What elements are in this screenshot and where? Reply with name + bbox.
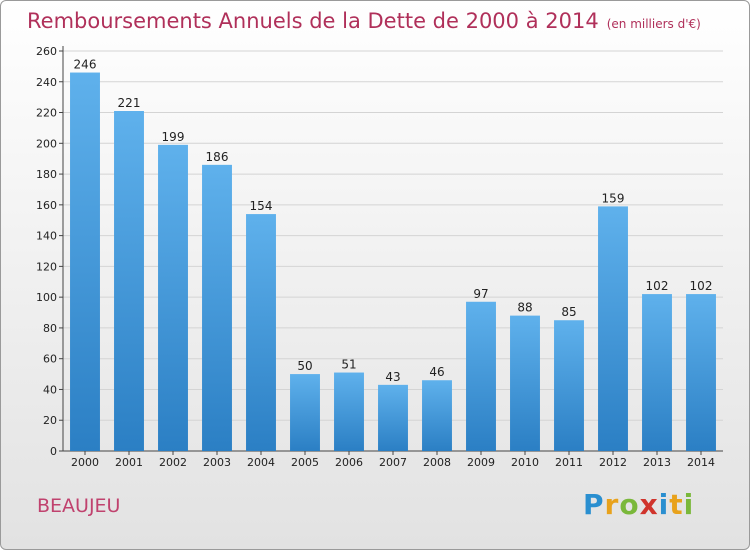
logo-letter: i <box>658 488 670 521</box>
y-tick-label: 40 <box>43 383 57 396</box>
y-tick-label: 140 <box>36 230 57 243</box>
bar[interactable] <box>290 374 320 451</box>
proxiti-logo[interactable]: Proxiti <box>583 488 694 521</box>
x-tick-label: 2009 <box>467 456 495 469</box>
data-label: 43 <box>385 370 400 384</box>
x-tick-label: 2014 <box>687 456 715 469</box>
bar[interactable] <box>466 301 496 451</box>
chart-title-text: Remboursements Annuels de la Dette de 20… <box>27 9 599 33</box>
bar[interactable] <box>334 372 364 451</box>
bar[interactable] <box>642 294 672 451</box>
data-label: 85 <box>561 305 576 319</box>
data-label: 102 <box>690 279 713 293</box>
y-tick-label: 20 <box>43 414 57 427</box>
y-tick-label: 260 <box>36 45 57 58</box>
bar[interactable] <box>202 164 232 451</box>
logo-letter: t <box>669 488 684 521</box>
x-tick-label: 2006 <box>335 456 363 469</box>
bar[interactable] <box>70 72 100 452</box>
logo-letter: r <box>604 488 620 521</box>
data-labels: 246 221 199 186 154 50 51 43 46 97 88 85 159 102 102 <box>74 58 713 384</box>
bar[interactable] <box>598 206 628 451</box>
data-label: 186 <box>206 150 229 164</box>
logo-letter: x <box>639 488 659 521</box>
x-tick-label: 2001 <box>115 456 143 469</box>
x-tick-label: 2008 <box>423 456 451 469</box>
data-label: 88 <box>517 301 532 315</box>
bar[interactable] <box>246 214 276 451</box>
x-tick-label: 2003 <box>203 456 231 469</box>
logo-letter: i <box>683 488 695 521</box>
y-tick-label: 160 <box>36 199 57 212</box>
logo-letter: o <box>619 488 640 521</box>
x-tick-label: 2011 <box>555 456 583 469</box>
data-label: 97 <box>473 287 488 301</box>
chart-title: Remboursements Annuels de la Dette de 20… <box>27 9 701 33</box>
logo-letter: P <box>583 488 605 521</box>
data-label: 51 <box>341 358 356 372</box>
x-tick-label: 2012 <box>599 456 627 469</box>
y-tick-label: 60 <box>43 353 57 366</box>
bar[interactable] <box>422 380 452 451</box>
y-tick-label: 240 <box>36 76 57 89</box>
x-tick-label: 2002 <box>159 456 187 469</box>
bar[interactable] <box>114 111 144 451</box>
x-tick-label: 2004 <box>247 456 275 469</box>
bar[interactable] <box>686 294 716 451</box>
data-label: 221 <box>118 96 141 110</box>
x-tick-label: 2000 <box>71 456 99 469</box>
data-label: 46 <box>429 365 444 379</box>
y-tick-label: 100 <box>36 291 57 304</box>
y-tick-label: 0 <box>50 445 57 458</box>
data-label: 246 <box>74 58 97 72</box>
town-name: BEAUJEU <box>37 495 121 517</box>
data-label: 154 <box>250 199 273 213</box>
y-tick-label: 180 <box>36 168 57 181</box>
y-tick-label: 80 <box>43 322 57 335</box>
bar[interactable] <box>378 384 408 451</box>
bar[interactable] <box>158 144 188 451</box>
data-label: 50 <box>297 359 312 373</box>
bar[interactable] <box>510 315 540 451</box>
y-tick-label: 120 <box>36 260 57 273</box>
data-label: 102 <box>646 279 669 293</box>
data-label: 199 <box>162 130 185 144</box>
y-axis-ticks: 0 20 40 60 80 100 120 140 160 180 200 220 240 260 <box>36 45 63 458</box>
x-tick-label: 2010 <box>511 456 539 469</box>
x-axis-ticks: 2000 2001 2002 2003 2004 2005 2006 2007 2008 2009… <box>71 451 715 469</box>
y-tick-label: 220 <box>36 107 57 120</box>
chart-unit-note: (en milliers d'€) <box>606 17 701 31</box>
x-tick-label: 2013 <box>643 456 671 469</box>
data-label: 159 <box>602 191 625 205</box>
y-tick-label: 200 <box>36 137 57 150</box>
bars <box>70 72 716 452</box>
bar[interactable] <box>554 320 584 451</box>
x-tick-label: 2007 <box>379 456 407 469</box>
x-tick-label: 2005 <box>291 456 319 469</box>
